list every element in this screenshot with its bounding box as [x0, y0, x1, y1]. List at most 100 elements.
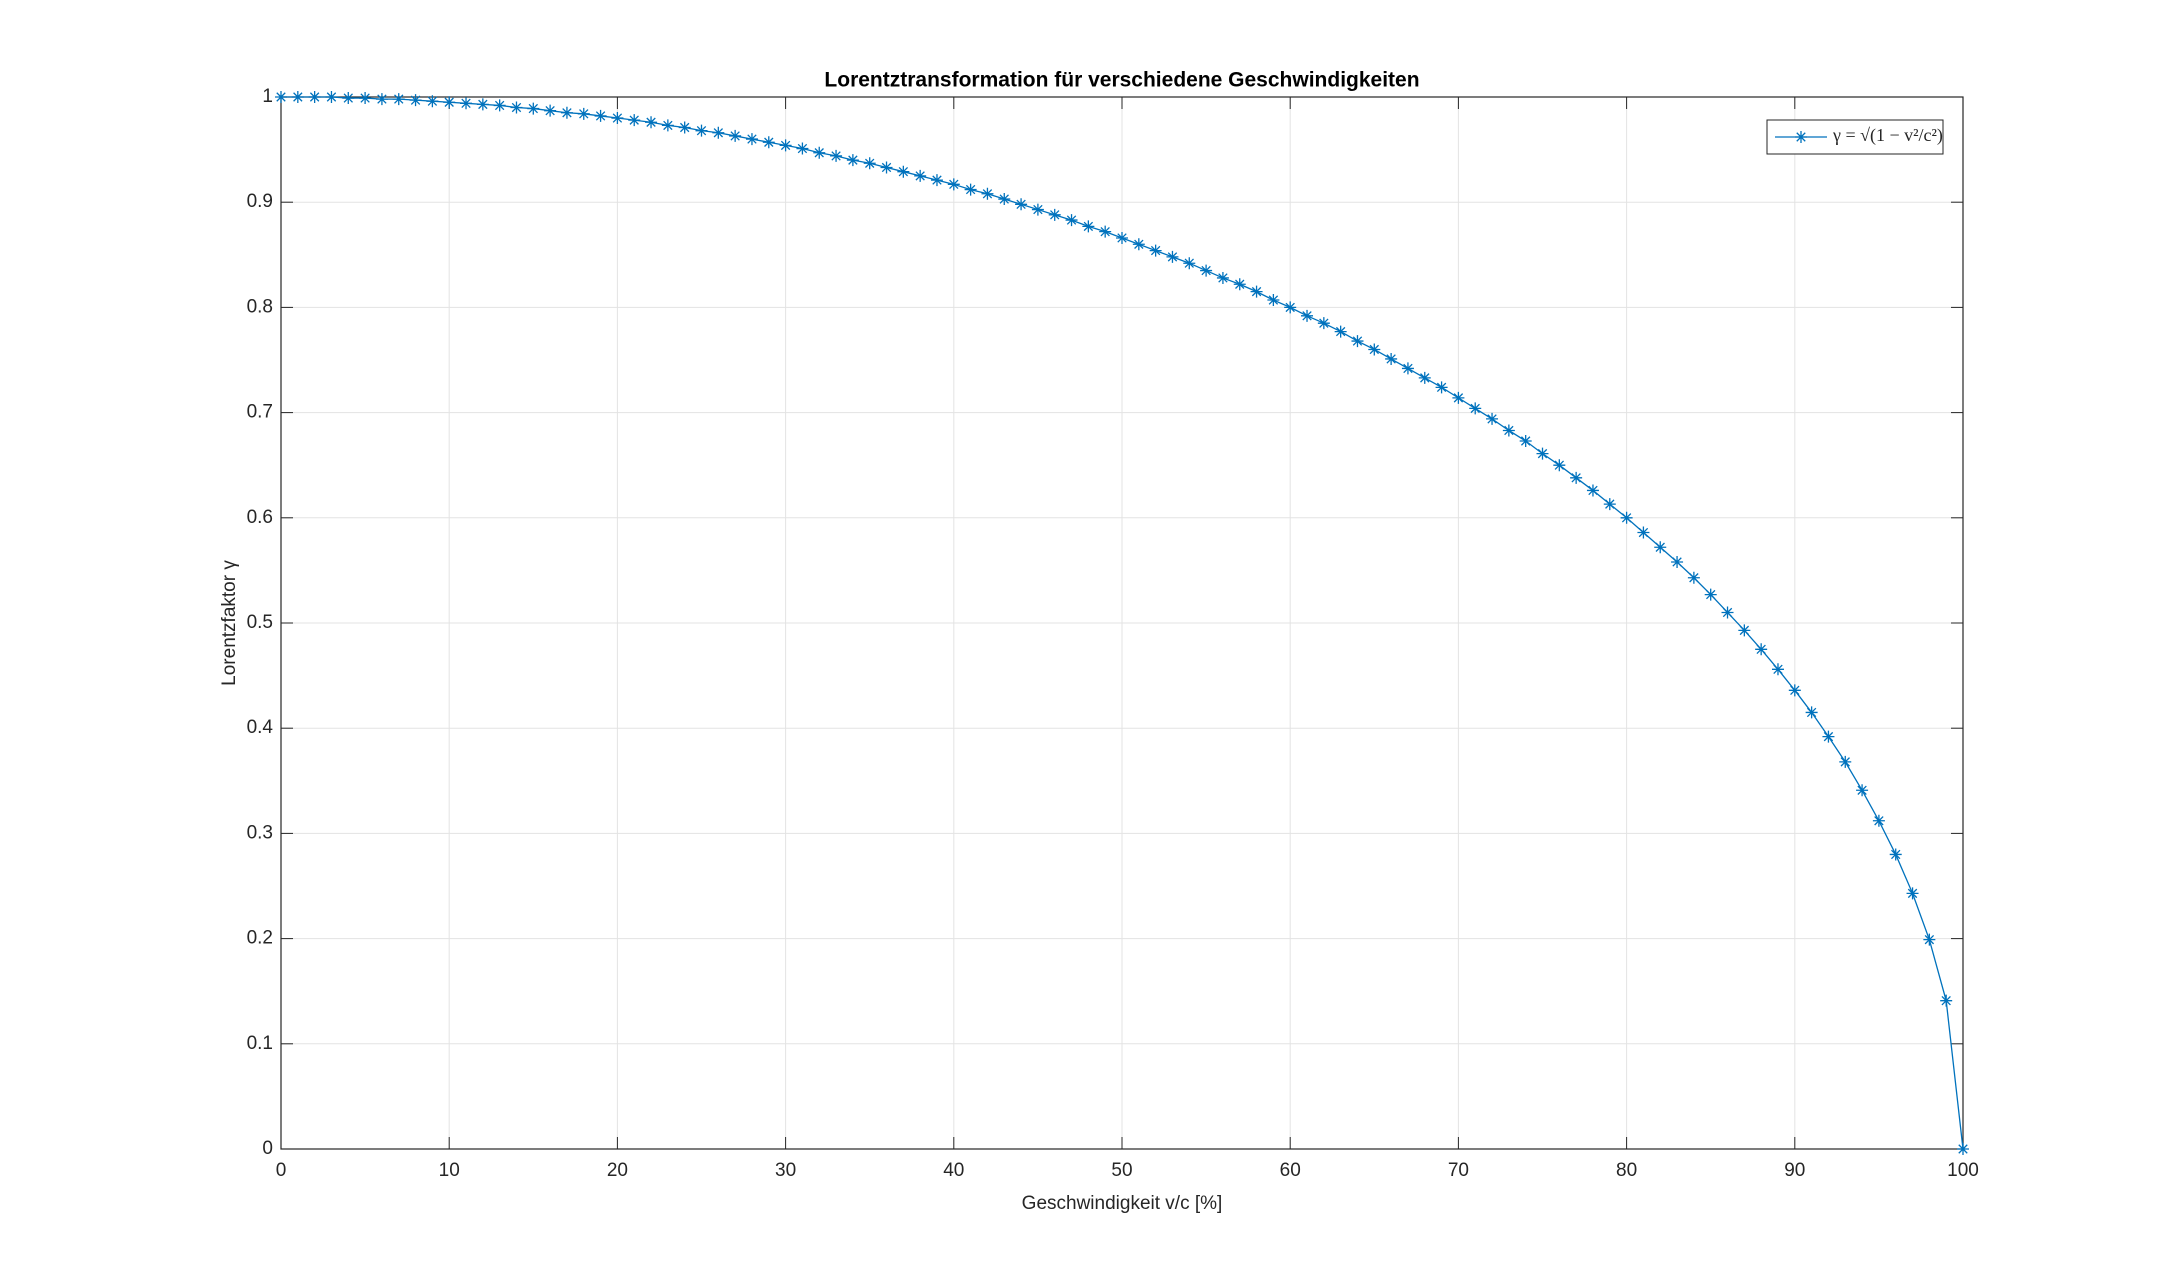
- data-point: [1906, 887, 1919, 900]
- x-tick-label: 80: [1616, 1160, 1637, 1181]
- data-point: [1771, 663, 1784, 676]
- data-point: [1486, 412, 1499, 425]
- data-point: [275, 91, 287, 103]
- data-point: [1620, 511, 1633, 524]
- data-point: [1687, 571, 1700, 584]
- data-point: [1586, 484, 1599, 497]
- data-point: [813, 146, 826, 159]
- data-point: [1082, 220, 1095, 233]
- data-point: [628, 114, 641, 127]
- data-point: [762, 136, 775, 149]
- x-tick-label: 0: [276, 1160, 287, 1181]
- data-point: [375, 93, 388, 106]
- data-point: [1889, 848, 1902, 861]
- data-point: [981, 187, 994, 200]
- data-point: [1502, 424, 1515, 437]
- data-point: [678, 121, 691, 134]
- data-point: [1368, 343, 1381, 356]
- data-point: [947, 178, 960, 191]
- data-point: [1788, 684, 1801, 697]
- x-axis-label: Geschwindigkeit v/c [%]: [1022, 1193, 1223, 1214]
- x-tick-label: 90: [1784, 1160, 1805, 1181]
- data-point: [964, 183, 977, 196]
- data-point: [527, 102, 540, 115]
- data-point: [1099, 225, 1112, 238]
- data-point: [1872, 814, 1885, 827]
- y-tick-label: 1: [262, 86, 273, 107]
- data-point: [1015, 198, 1028, 211]
- data-point: [1940, 994, 1953, 1007]
- legend-marker: [1795, 131, 1807, 143]
- data-point: [1570, 471, 1583, 484]
- y-tick-label: 0.5: [247, 612, 273, 633]
- data-point: [1452, 391, 1465, 404]
- data-point: [560, 106, 573, 119]
- data-point: [1469, 402, 1482, 415]
- data-point: [1671, 555, 1684, 568]
- data-point: [1267, 294, 1280, 307]
- x-tick-label: 70: [1448, 1160, 1469, 1181]
- y-tick-label: 0: [262, 1138, 273, 1159]
- y-tick-label: 0.1: [247, 1033, 273, 1054]
- data-point: [1553, 459, 1566, 472]
- data-point: [645, 116, 658, 129]
- data-point: [426, 95, 439, 108]
- data-point: [1418, 371, 1431, 384]
- data-point: [1250, 285, 1263, 298]
- y-tick-label: 0.4: [247, 717, 274, 738]
- data-point: [544, 104, 557, 117]
- data-point: [1536, 447, 1549, 460]
- data-point: [1385, 352, 1398, 365]
- y-tick-label: 0.9: [247, 191, 273, 212]
- data-point: [1132, 238, 1145, 251]
- data-point: [510, 101, 523, 114]
- data-point: [779, 139, 792, 152]
- data-point: [1401, 362, 1414, 375]
- x-tick-label: 40: [943, 1160, 964, 1181]
- data-point: [745, 133, 758, 146]
- data-point: [846, 154, 859, 167]
- data-point: [1284, 301, 1297, 314]
- data-point: [930, 174, 943, 187]
- data-point: [1822, 730, 1835, 743]
- data-point: [1334, 325, 1347, 338]
- data-point: [1183, 257, 1196, 270]
- data-point: [1216, 271, 1229, 284]
- data-point: [1957, 1143, 1969, 1155]
- x-tick-label: 10: [439, 1160, 460, 1181]
- data-point: [1637, 526, 1650, 539]
- data-point: [830, 149, 843, 162]
- data-point: [476, 98, 489, 111]
- data-point: [1805, 706, 1818, 719]
- data-point: [1519, 435, 1532, 448]
- data-point: [1738, 624, 1751, 637]
- data-point: [1301, 309, 1314, 322]
- data-point: [1351, 335, 1364, 348]
- data-point: [1031, 203, 1044, 216]
- data-point: [460, 97, 473, 110]
- data-point: [1721, 606, 1734, 619]
- data-point: [308, 91, 321, 103]
- data-point: [880, 161, 893, 174]
- y-tick-label: 0.2: [247, 928, 273, 949]
- data-point: [392, 93, 405, 106]
- data-point: [1603, 498, 1616, 511]
- data-point: [325, 91, 338, 103]
- data-point: [342, 92, 355, 105]
- y-tick-label: 0.6: [247, 507, 273, 528]
- data-point: [1166, 250, 1179, 263]
- data-point: [1233, 278, 1246, 291]
- data-point: [1317, 317, 1330, 330]
- x-tick-label: 100: [1947, 1160, 1979, 1181]
- data-point: [409, 94, 422, 107]
- y-tick-label: 0.7: [247, 402, 273, 423]
- data-point: [914, 169, 927, 182]
- data-point: [1200, 264, 1213, 277]
- data-point: [1654, 541, 1667, 554]
- data-point: [594, 109, 607, 122]
- data-point: [1839, 755, 1852, 768]
- chart-title: Lorentztransformation für verschiedene G…: [824, 69, 1419, 92]
- data-point: [611, 112, 624, 125]
- y-tick-label: 0.3: [247, 822, 273, 843]
- data-point: [577, 107, 590, 120]
